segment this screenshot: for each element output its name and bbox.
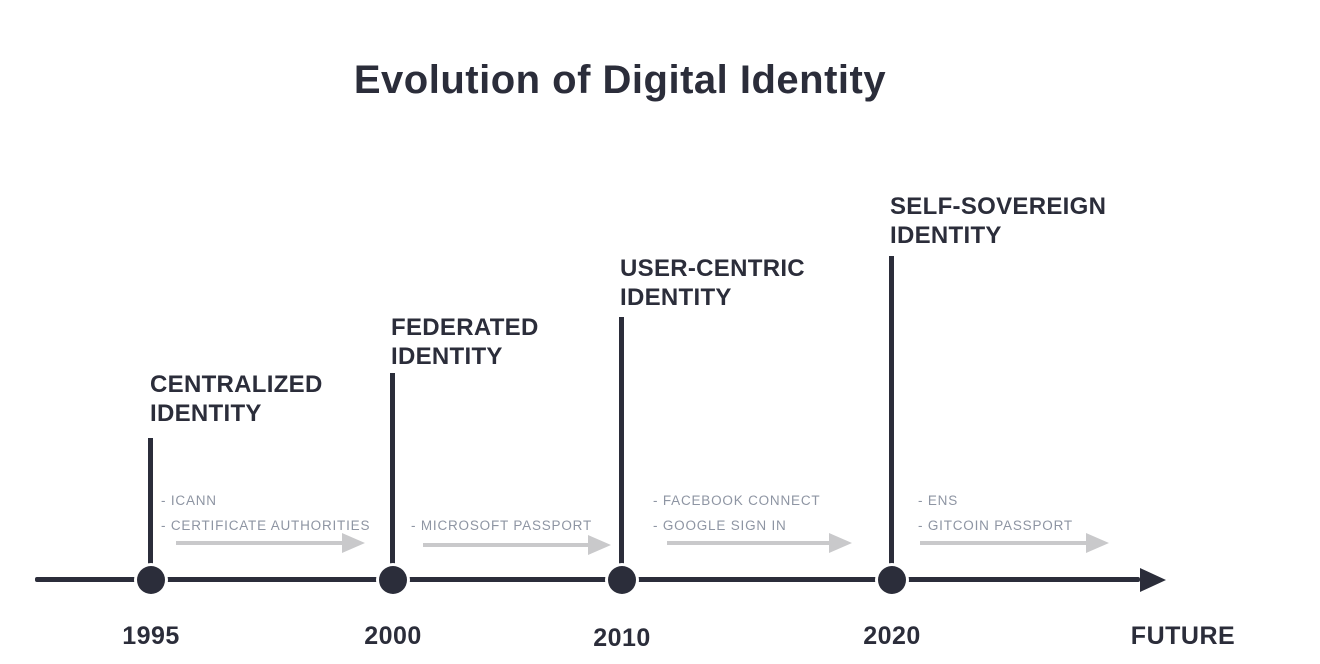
milestone-title: USER-CENTRIC IDENTITY bbox=[620, 255, 805, 311]
timeline-arrowhead-icon bbox=[1140, 568, 1166, 592]
timeline-year-label: 2000 bbox=[364, 622, 422, 650]
timeline-year-label: 2020 bbox=[863, 622, 921, 650]
milestone-example-item: - ICANN bbox=[161, 493, 217, 508]
progress-arrow-icon bbox=[667, 541, 829, 545]
milestone-connector-line bbox=[619, 317, 624, 580]
progress-arrow-icon bbox=[423, 543, 588, 547]
diagram-title: Evolution of Digital Identity bbox=[353, 58, 887, 102]
timeline-axis bbox=[35, 577, 1140, 582]
milestone-title: FEDERATED IDENTITY bbox=[391, 314, 539, 370]
timeline-dot bbox=[608, 566, 636, 594]
progress-arrow-icon bbox=[176, 541, 342, 545]
milestone-example-item: - FACEBOOK CONNECT bbox=[653, 493, 821, 508]
milestone-example-item: - GOOGLE SIGN IN bbox=[653, 518, 787, 533]
milestone-connector-line bbox=[390, 373, 395, 580]
milestone-example-item: - ENS bbox=[918, 493, 959, 508]
timeline-year-label: 2010 bbox=[593, 624, 651, 652]
milestone-examples: - MICROSOFT PASSPORT bbox=[411, 513, 592, 538]
milestone-example-item: - MICROSOFT PASSPORT bbox=[411, 518, 593, 533]
progress-arrow-icon bbox=[920, 541, 1086, 545]
milestone-title: SELF-SOVEREIGN IDENTITY bbox=[890, 193, 1107, 249]
milestone-example-item: - CERTIFICATE AUTHORITIES bbox=[161, 518, 371, 533]
milestone-example-item: - GITCOIN PASSPORT bbox=[918, 518, 1073, 533]
milestone-title: CENTRALIZED IDENTITY bbox=[150, 371, 323, 427]
milestone-examples: - FACEBOOK CONNECT - GOOGLE SIGN IN bbox=[653, 488, 820, 538]
timeline-dot bbox=[379, 566, 407, 594]
milestone-connector-line bbox=[889, 256, 894, 580]
timeline-dot bbox=[137, 566, 165, 594]
timeline-year-label: 1995 bbox=[122, 622, 180, 650]
timeline-dot bbox=[878, 566, 906, 594]
timeline-future-label: FUTURE bbox=[1130, 622, 1236, 650]
milestone-examples: - ICANN - CERTIFICATE AUTHORITIES bbox=[161, 488, 370, 538]
milestone-examples: - ENS - GITCOIN PASSPORT bbox=[918, 488, 1073, 538]
milestone-connector-line bbox=[148, 438, 153, 580]
